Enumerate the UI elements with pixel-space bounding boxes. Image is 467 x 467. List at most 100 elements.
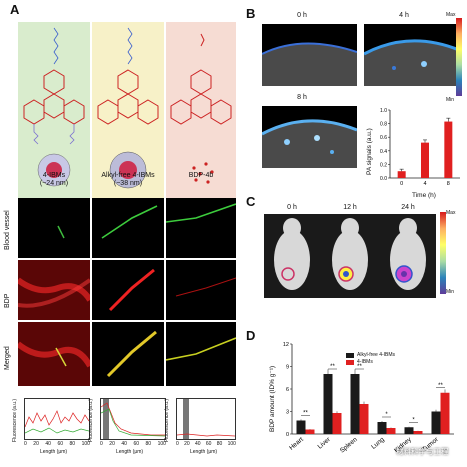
fl-time-24: 24 h [401,204,415,211]
fluor-xlabel-2: Length (μm) [116,449,144,455]
label-4-ibms-name: 4-IBMs [42,172,66,179]
pa-bar-chart: 0.0 0.2 0.4 0.6 0.8 1.0 0 4 8 [380,108,460,187]
bdp-bar [404,427,414,434]
pa-bar [397,171,406,178]
y-tick-label: 1.0 [380,108,387,114]
xtick: 60 [133,441,140,447]
xtick: 100 [227,441,236,447]
y-tick-label: 9 [286,365,289,371]
xtick: 40 [45,441,51,447]
xtick: 0 [100,441,103,447]
legend-item-4-ibms: 4-IBMs [346,359,395,365]
bdp-bar [431,411,441,434]
y-tick-label: 0.4 [380,149,387,155]
y-tick-label: 6 [286,387,289,393]
sig-mark: ** [438,383,443,389]
xtick: 60 [205,441,212,447]
fluor-ylabel-2: Fluorescence (a.u.) [88,398,94,442]
sig-mark: * [385,412,388,418]
y-tick-label: 12 [283,342,289,348]
column-bdp-4b [166,22,236,200]
x-tick-label: Liver [316,436,332,451]
label-alkyl-free-size: (~38 nm) [113,180,143,187]
xtick: 0 [24,441,27,447]
fl-time-0: 0 h [287,204,297,211]
fl-colorbar-min: Min [446,289,455,295]
fluor-plot-4-ibms [24,398,90,440]
legend-item-alkyl: Alkyl-free 4-IBMs [346,352,395,358]
micro-merged-bdp [166,322,236,386]
label-alkyl-free-name: Alkyl-free 4-IBMs [101,172,155,179]
legend-swatch [346,352,354,358]
label-bdp-4b: BDP-4b [166,172,236,180]
micro-bdp-4-ibms [18,260,90,320]
y-tick-label: 0.8 [380,122,387,128]
xtick: 60 [57,441,64,447]
bdp-bar [440,392,450,434]
micro-merged-4-ibms [18,322,90,386]
sig-mark: ** [357,364,362,370]
row-label-blood-vessel: Blood vessel [4,210,11,250]
fluor-plot-bdp [176,398,236,440]
pa-colorbar-min: Min [446,97,455,103]
pa-image-4h [364,24,459,86]
bdp-bar [296,420,306,434]
xtick: 100 [81,441,90,447]
mouse-imaging-panel [264,214,436,298]
column-4-ibms [18,22,90,200]
bdp-legend: Alkyl-free 4-IBMs 4-IBMs [346,352,395,365]
micro-blood-bdp [166,198,236,258]
micro-bdp-bdp [166,260,236,320]
xtick: 0 [176,441,179,447]
pa-time-4: 4 h [399,12,409,19]
x-tick-label: Heart [288,436,305,452]
pa-colorbar-max: Max [446,12,456,18]
xtick: 80 [216,441,223,447]
fl-colorbar [440,212,446,294]
fluor-xlabel-1: Length (μm) [40,449,68,455]
column-alkyl-free [92,22,164,200]
legend-label: 4-IBMs [357,359,373,365]
xtick: 40 [121,441,127,447]
bdp-bar [323,374,333,434]
bdp-bar [350,374,360,434]
fl-colorbar-max: Max [446,210,456,216]
panel-label-d: D [246,328,256,343]
pa-time-0: 0 h [297,12,307,19]
label-4-ibms: 4-IBMs (~24 nm) [18,172,90,188]
fluor-xticks-3: 0 20 40 60 80 100 [176,441,236,447]
fluor-xticks-1: 0 20 40 60 80 100 [24,441,90,447]
xtick: 40 [194,441,201,447]
fl-time-12: 12 h [343,204,357,211]
bdp-bar [359,404,369,434]
row-label-bdp: BDP [4,293,11,308]
bdp-bar [305,429,315,434]
label-bdp-4b-name: BDP-4b [188,172,214,179]
xtick: 80 [145,441,152,447]
x-tick-label: 0 [400,181,403,187]
bdp-bar-chart: 036912**Heart**Liver**Spleen*Lung*Kidney… [283,342,454,455]
y-tick-label: 0 [286,432,289,438]
molecule-alkyl-free-icon [97,27,159,189]
x-tick-label: 8 [447,181,450,187]
micro-blood-alkyl [92,198,164,258]
bdp-bar [377,422,387,434]
xtick: 100 [157,441,166,447]
pa-chart-xlabel: Time (h) [412,192,436,199]
fluor-xlabel-3: Length (μm) [190,449,218,455]
molecule-bdp-4b-icon [170,33,232,184]
y-tick-label: 0.0 [380,176,387,182]
pa-bar [421,142,429,178]
x-tick-label: 4 [423,181,426,187]
xtick: 20 [33,441,39,447]
pa-image-8h [262,106,357,168]
panel-label-c: C [246,194,256,209]
bdp-chart-ylabel: BDP amount (ID% g⁻¹) [269,365,276,432]
pa-time-8: 8 h [297,94,307,101]
micro-bdp-alkyl [92,260,164,320]
x-tick-label: Spleen [339,436,359,455]
micro-blood-4-ibms [18,198,90,258]
pa-bar [444,121,453,178]
fluor-ylabel-3: Fluorescence (a.u.) [164,398,170,442]
row-label-merged: Merged [4,346,11,370]
